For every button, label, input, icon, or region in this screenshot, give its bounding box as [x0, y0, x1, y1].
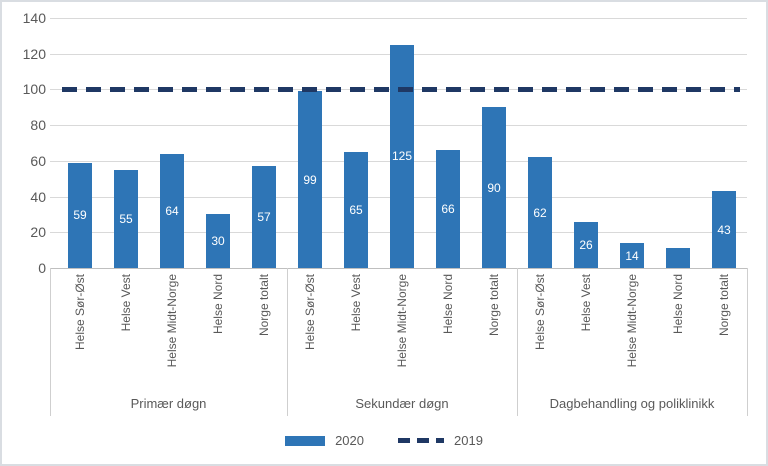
legend-swatch-2019 [398, 438, 444, 443]
category-label: Helse Sør-Øst [303, 274, 317, 351]
bar [344, 152, 368, 268]
bar [160, 154, 184, 268]
bar-value-label: 30 [211, 234, 225, 248]
bar-value-label: 65 [349, 203, 363, 217]
bar-value-label: 66 [441, 202, 455, 216]
bar [252, 166, 276, 268]
category-label: Norge totalt [487, 274, 501, 337]
y-axis-tick-label: 40 [30, 189, 46, 205]
category-label: Helse Midt-Norge [165, 274, 179, 368]
category-label: Helse Midt-Norge [625, 274, 639, 368]
category-label: Helse Sør-Øst [73, 274, 87, 351]
bar [206, 214, 230, 268]
category-label: Helse Nord [671, 274, 685, 335]
category-label: Helse Vest [349, 274, 363, 332]
group-label-dagbehandling: Dagbehandling og poliklinikk [549, 396, 715, 411]
bar-value-label: 90 [487, 181, 501, 195]
bar-value-label: 26 [579, 238, 593, 252]
bar [436, 150, 460, 268]
bar [620, 243, 644, 268]
bar [528, 157, 552, 268]
category-label: Helse Midt-Norge [395, 274, 409, 368]
bar [666, 248, 690, 268]
y-axis-tick-label: 100 [22, 81, 46, 97]
bar-value-label: 14 [625, 249, 639, 263]
bar [574, 222, 598, 268]
group-divider [50, 268, 51, 416]
group-divider [747, 268, 748, 416]
bar [68, 163, 92, 268]
y-axis-tick-label: 60 [30, 153, 46, 169]
group-label-sekundaer-dogn: Sekundær døgn [355, 396, 449, 411]
bar-value-label: 99 [303, 173, 317, 187]
y-axis-tick-label: 0 [38, 260, 46, 276]
bar-value-label: 62 [533, 206, 547, 220]
bar-value-label: 57 [257, 210, 271, 224]
bar-value-label: 43 [717, 223, 731, 237]
x-axis-line [50, 268, 747, 269]
category-label: Helse Sør-Øst [533, 274, 547, 351]
reference-line-2019 [62, 87, 740, 92]
category-label: Norge totalt [717, 274, 731, 337]
y-axis-tick-label: 120 [22, 46, 46, 62]
y-axis-tick-label: 140 [22, 10, 46, 26]
y-axis-tick-label: 80 [30, 117, 46, 133]
bar [712, 191, 736, 268]
category-label: Helse Nord [211, 274, 225, 335]
bar [390, 45, 414, 268]
category-label: Helse Vest [579, 274, 593, 332]
bar [114, 170, 138, 268]
category-label: Norge totalt [257, 274, 271, 337]
bar [298, 91, 322, 268]
bar-value-label: 59 [73, 208, 87, 222]
category-label: Helse Vest [119, 274, 133, 332]
bar [482, 107, 506, 268]
y-axis-tick-label: 20 [30, 224, 46, 240]
legend-label-2019: 2019 [454, 433, 483, 448]
bar-value-label: 64 [165, 204, 179, 218]
legend-label-2020: 2020 [335, 433, 364, 448]
category-label: Helse Nord [441, 274, 455, 335]
legend: 2020 2019 [2, 433, 766, 448]
bar-value-label: 55 [119, 212, 133, 226]
group-label-primaer-dogn: Primær døgn [130, 396, 207, 411]
group-divider [287, 268, 288, 416]
legend-swatch-2020 [285, 435, 326, 446]
gridline [50, 18, 747, 19]
bar-value-label: 125 [391, 149, 413, 163]
group-divider [517, 268, 518, 416]
